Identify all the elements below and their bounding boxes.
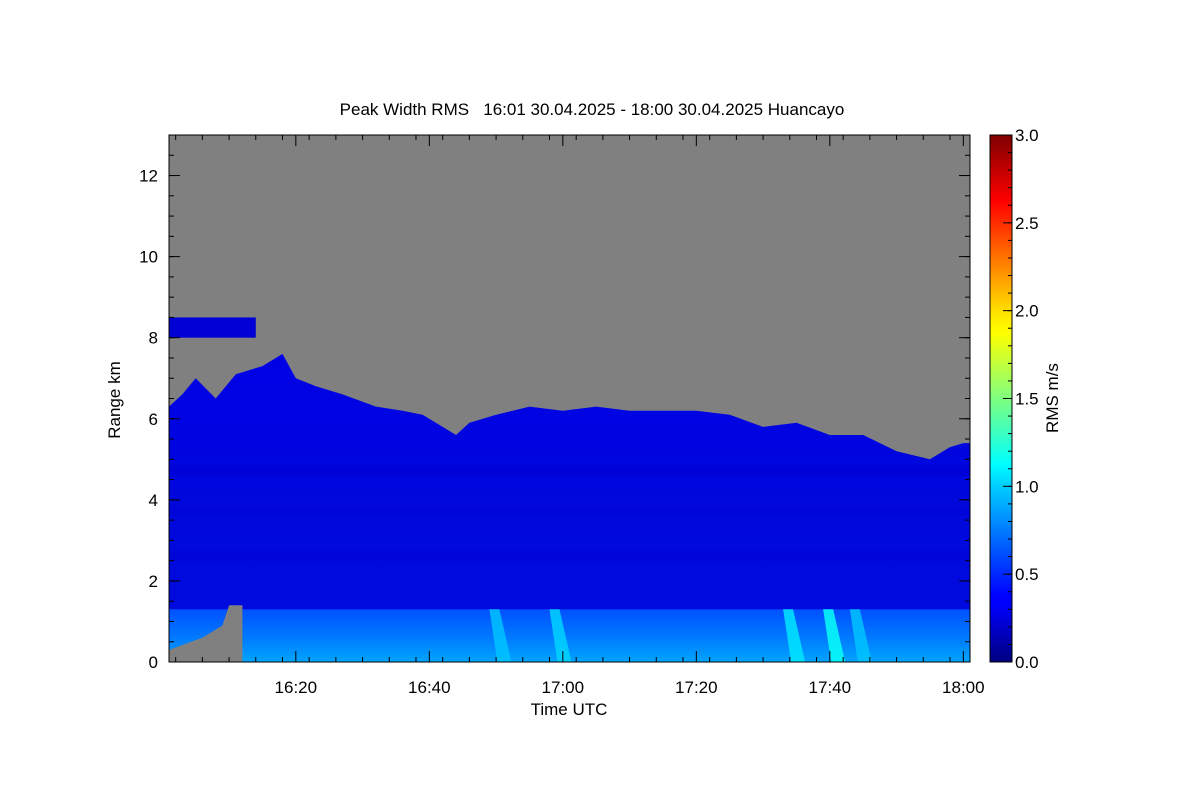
colorbar-tick-label: 0.5 xyxy=(1015,565,1039,584)
no-data-pocket xyxy=(169,605,243,662)
colorbar: 0.0 0.5 1.0 1.5 2.0 2.5 3.0 RMS m/s xyxy=(989,126,1062,672)
colorbar-ticks: 0.0 0.5 1.0 1.5 2.0 2.5 3.0 xyxy=(1003,126,1039,672)
bright-streak xyxy=(489,609,512,662)
plot-area xyxy=(169,135,970,662)
y-tick-label: 12 xyxy=(139,167,158,186)
y-tick-label: 4 xyxy=(149,491,158,510)
bright-streak xyxy=(549,609,572,662)
y-tick-label: 2 xyxy=(149,572,158,591)
y-axis: 0 2 4 6 8 10 12 xyxy=(139,134,970,672)
x-tick-label: 16:40 xyxy=(408,678,451,697)
colorbar-tick-label: 2.5 xyxy=(1015,214,1039,233)
colorbar-tick-label: 3.0 xyxy=(1015,126,1039,145)
heatmap-layer xyxy=(169,317,970,662)
bright-streak xyxy=(823,609,846,662)
y-tick-label: 10 xyxy=(139,248,158,267)
x-tick-label: 16:20 xyxy=(275,678,318,697)
y-tick-label: 6 xyxy=(149,410,158,429)
isolated-layer xyxy=(169,317,256,338)
colorbar-label: RMS m/s xyxy=(1043,363,1062,433)
colorbar-tick-label: 1.0 xyxy=(1015,477,1039,496)
colorbar-tick-label: 1.5 xyxy=(1015,390,1039,409)
y-axis-label: Range km xyxy=(105,361,124,438)
signal-band xyxy=(169,505,970,517)
x-tick-label: 17:00 xyxy=(542,678,585,697)
x-axis: 16:20 16:40 17:00 17:20 17:40 18:00 xyxy=(175,135,985,697)
signal-region xyxy=(169,353,970,662)
x-tick-label: 18:00 xyxy=(942,678,985,697)
bright-streak xyxy=(849,609,872,662)
x-tick-label: 17:20 xyxy=(675,678,718,697)
chart-title: Peak Width RMS 16:01 30.04.2025 - 18:00 … xyxy=(340,100,845,119)
y-tick-label: 8 xyxy=(149,329,158,348)
bright-streak xyxy=(783,609,806,662)
colorbar-tick-label: 2.0 xyxy=(1015,302,1039,321)
y-tick-label: 0 xyxy=(149,653,158,672)
signal-band xyxy=(169,550,970,561)
colorbar-tick-label: 0.0 xyxy=(1015,653,1039,672)
x-tick-label: 17:40 xyxy=(809,678,852,697)
signal-band xyxy=(169,465,970,476)
x-axis-label: Time UTC xyxy=(531,700,608,719)
